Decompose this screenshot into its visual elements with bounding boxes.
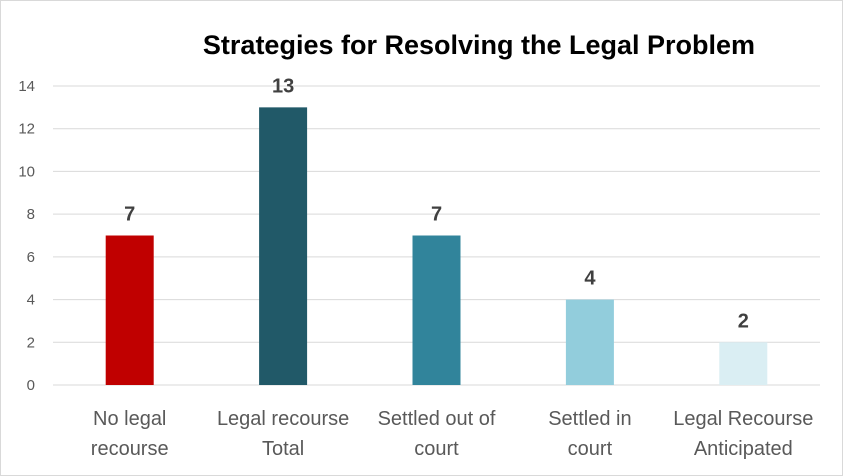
category-label: Legal recourse Total	[217, 408, 349, 460]
category-label: Settled out of court	[378, 408, 496, 460]
bars	[105, 107, 768, 385]
data-label: 13	[272, 75, 294, 97]
category-label-line: recourse	[91, 438, 169, 460]
chart-title: Strategies for Resolving the Legal Probl…	[203, 30, 755, 60]
y-tick-label: 10	[18, 163, 35, 180]
category-label-line: Legal Recourse	[673, 408, 813, 430]
y-tick-label: 14	[18, 78, 35, 95]
y-tick-label: 4	[27, 292, 35, 309]
data-labels: 7 13 7 4 2	[124, 75, 749, 332]
category-label-line: court	[568, 438, 613, 460]
category-label-line: Legal recourse	[217, 408, 349, 430]
category-label-line: No legal	[93, 408, 166, 430]
bar	[412, 235, 461, 385]
data-label: 2	[738, 310, 749, 332]
data-label: 4	[584, 268, 596, 290]
category-label-line: Settled in	[548, 408, 631, 430]
category-label-line: Total	[262, 438, 304, 460]
bar	[565, 299, 614, 385]
data-label: 7	[124, 204, 135, 226]
category-label: Settled in court	[548, 408, 631, 460]
x-axis-categories: No legal recourse Legal recourse Total Settl…	[91, 408, 814, 460]
y-tick-label: 12	[18, 121, 35, 138]
y-tick-label: 2	[27, 334, 35, 351]
y-tick-label: 0	[27, 377, 35, 394]
category-label: No legal recourse	[91, 408, 169, 460]
y-tick-label: 8	[27, 206, 35, 223]
category-label: Legal Recourse Anticipated	[673, 408, 813, 460]
category-label-line: Settled out of	[378, 408, 496, 430]
category-label-line: Anticipated	[694, 438, 793, 460]
y-axis-ticks: 0 2 4 6 8 10 12 14	[18, 78, 35, 394]
y-tick-label: 6	[27, 249, 35, 266]
bar	[719, 342, 768, 385]
bar	[259, 107, 308, 385]
category-label-line: court	[414, 438, 459, 460]
data-label: 7	[431, 204, 442, 226]
bar	[105, 235, 154, 385]
